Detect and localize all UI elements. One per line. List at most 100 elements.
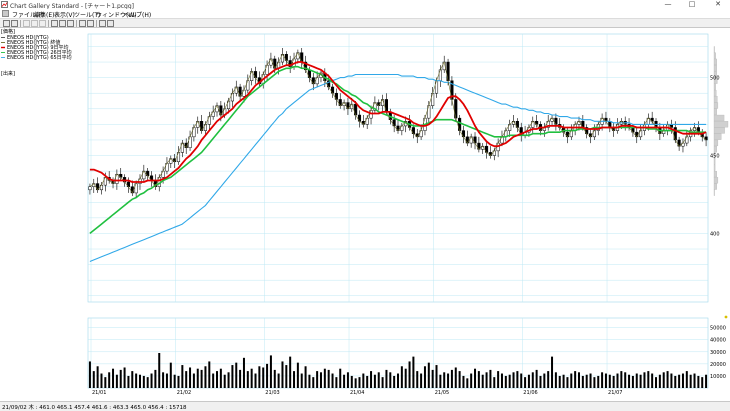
volume-bar: [246, 371, 249, 388]
volume-bar: [142, 375, 145, 388]
volume-bar: [443, 372, 446, 388]
minimize-button[interactable]: —: [664, 0, 672, 8]
volume-bars: [88, 353, 708, 388]
volume-bar: [223, 374, 226, 388]
volume-bar: [281, 361, 284, 388]
candle-up: [88, 186, 92, 191]
legend-entry: ENEOS HD(JYTG) 65日平均: [7, 54, 72, 61]
menu-edit[interactable]: 編集(E): [34, 12, 55, 19]
menu-file[interactable]: ファイル(F): [12, 12, 45, 19]
toolbar-settings-button[interactable]: [99, 20, 106, 27]
volume-bar: [88, 361, 91, 388]
volume-bar: [165, 373, 168, 388]
volume-bar: [112, 368, 115, 388]
volume-bar: [204, 366, 207, 388]
histogram-bar: [713, 139, 719, 147]
volume-bar: [639, 374, 642, 388]
x-tick-label: 21/07: [608, 390, 622, 396]
volume-bar: [397, 373, 399, 388]
toolbar-scale-button[interactable]: [11, 20, 18, 27]
volume-bar: [577, 372, 580, 388]
toolbar-list-button[interactable]: [79, 20, 86, 27]
volume-bar: [254, 373, 257, 388]
toolbar-back-button[interactable]: [31, 20, 38, 27]
histogram-bar: [713, 89, 717, 97]
volume-bar: [566, 377, 569, 388]
toolbar-delete-button[interactable]: [59, 20, 66, 27]
price-volume-chart[interactable]: 21/01 21/02 21/03 21/04 21/05 21/06 21/07 500 45…: [0, 28, 730, 400]
volume-bar: [420, 373, 423, 388]
volume-bar: [474, 368, 477, 388]
histogram-bar: [713, 65, 717, 72]
document-icon[interactable]: [2, 10, 9, 17]
maximize-button[interactable]: □: [688, 0, 696, 8]
toolbar-insert-button[interactable]: [51, 20, 58, 27]
volume-bar: [543, 373, 546, 388]
volume-bar: [269, 355, 272, 388]
volume-bar: [316, 371, 319, 388]
volume-bar: [678, 374, 681, 388]
toolbar-help-button[interactable]: [107, 20, 114, 27]
volume-bar: [581, 375, 584, 388]
volume-bar: [489, 369, 492, 388]
volume-bar: [481, 374, 484, 388]
legend-entry: ENEOS HD(JYTG) 9日平均: [7, 44, 69, 51]
volume-bar: [293, 371, 296, 388]
histogram-bar: [713, 96, 718, 103]
close-button[interactable]: ✕: [715, 0, 721, 8]
axis-labels: 21/01 21/02 21/03 21/04 21/05 21/06 21/07 500 45…: [92, 76, 726, 396]
toolbar-up-button[interactable]: [67, 20, 74, 27]
candle-up: [192, 127, 196, 138]
volume-bar: [285, 365, 288, 388]
volume-bar: [300, 373, 303, 388]
menu-window[interactable]: ウィンドウ(W): [96, 12, 137, 19]
volume-bar: [343, 374, 346, 388]
volume-panel-header: [出来]: [1, 70, 15, 77]
histogram-bar: [713, 152, 716, 159]
x-tick-label: 21/01: [92, 390, 106, 396]
volume-bar: [358, 377, 361, 388]
volume-bar: [108, 372, 111, 388]
menu-help[interactable]: ヘルプ(H): [124, 12, 152, 19]
volume-bar: [685, 371, 688, 388]
volume-bar: [651, 373, 654, 388]
volume-bar: [608, 374, 611, 388]
scroll-marker[interactable]: [724, 315, 728, 319]
volume-bar: [115, 374, 118, 388]
toolbar-zoom-out-button[interactable]: [23, 20, 30, 27]
volume-bar: [423, 366, 426, 388]
volume-bar: [266, 363, 269, 388]
chart-area[interactable]: 21/01 21/02 21/03 21/04 21/05 21/06 21/07 500 45…: [0, 28, 730, 400]
volume-bar: [196, 368, 199, 388]
volume-bar: [551, 356, 554, 388]
volume-bar: [666, 371, 669, 388]
menu-view[interactable]: 表示(V): [54, 12, 75, 19]
volume-bar: [427, 362, 430, 388]
volume-bar: [262, 367, 265, 388]
toolbar-forward-button[interactable]: [39, 20, 46, 27]
candle-up: [203, 124, 208, 131]
volume-bar: [574, 371, 577, 388]
menu-tools[interactable]: ツール(T): [74, 12, 101, 19]
volume-bar: [327, 369, 330, 388]
histogram-bar: [713, 164, 716, 171]
volume-bar: [354, 378, 357, 388]
close-line: [89, 52, 707, 194]
toolbar-print-button[interactable]: [87, 20, 94, 27]
volume-bar: [119, 369, 122, 388]
price-distribution-histogram: [713, 46, 729, 196]
ma9-line: [89, 61, 707, 183]
candle-up: [196, 121, 200, 128]
candle-up: [227, 100, 231, 110]
volume-bar: [647, 371, 650, 388]
toolbar: [0, 18, 730, 28]
volume-bar: [539, 375, 542, 388]
histogram-bar: [713, 170, 717, 178]
x-tick-label: 21/02: [177, 390, 191, 396]
toolbar-chart-button[interactable]: [3, 20, 10, 27]
volume-bar: [350, 375, 353, 388]
candle-up: [234, 86, 238, 94]
volume-bar: [393, 375, 396, 388]
toolbar-separator: [76, 20, 77, 27]
volume-bar: [146, 377, 149, 388]
